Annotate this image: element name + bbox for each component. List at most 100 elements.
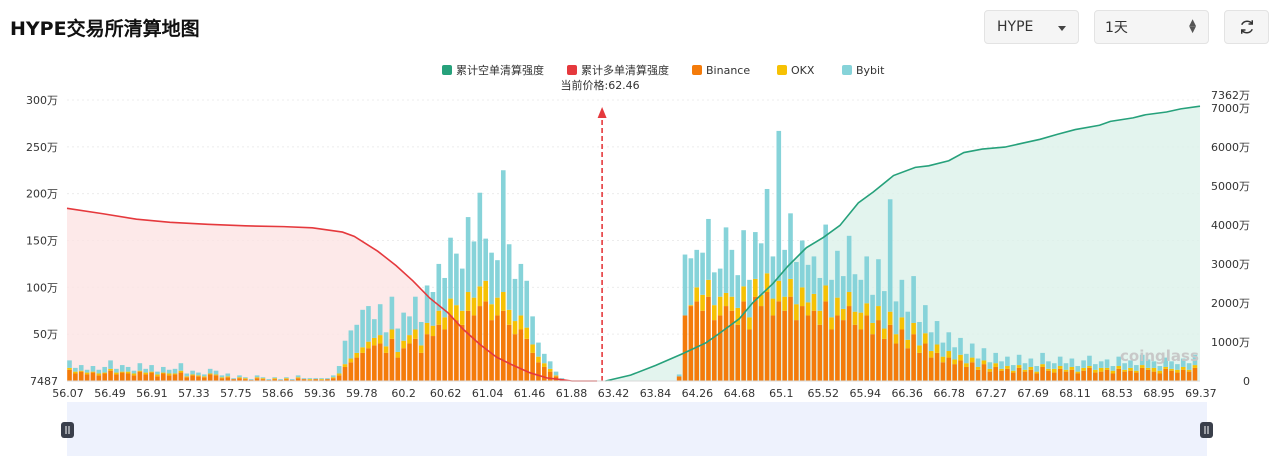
bar-binance	[383, 352, 389, 381]
refresh-icon	[1240, 20, 1253, 34]
bar-binance	[360, 352, 365, 381]
refresh-button[interactable]	[1224, 10, 1269, 44]
bar-okx	[161, 372, 166, 374]
bar-okx	[360, 347, 365, 353]
bar-bybit	[1087, 355, 1092, 367]
legend-item: OKX	[791, 64, 815, 77]
bar-okx	[987, 368, 993, 372]
bar-binance	[495, 315, 500, 381]
bar-bybit	[348, 330, 354, 359]
cumulative-lines	[66, 105, 1201, 382]
bar-binance	[829, 329, 834, 381]
bar-okx	[1157, 370, 1163, 374]
bar-bybit	[923, 305, 928, 334]
bar-bybit	[1069, 358, 1075, 367]
bar-binance	[682, 315, 688, 381]
bar-binance	[73, 373, 78, 381]
bar-okx	[102, 372, 107, 374]
bar-binance	[758, 306, 764, 381]
bar-bybit	[190, 370, 195, 375]
bar-bybit	[735, 275, 741, 308]
bar-okx	[524, 327, 530, 339]
bar-bybit	[131, 370, 137, 374]
long-cumulative-area	[67, 208, 598, 381]
bar-okx	[542, 363, 547, 367]
bar-okx	[729, 296, 735, 311]
bar-bybit	[219, 375, 225, 378]
bar-bybit	[430, 292, 436, 326]
bar-binance	[459, 324, 465, 381]
bar-binance	[688, 306, 694, 381]
bar-binance	[899, 329, 905, 381]
range-slider-track[interactable]	[67, 402, 1207, 456]
bar-okx	[905, 339, 911, 349]
bar-bybit	[372, 319, 377, 338]
y-axis-right: 0 1000万 2000万 3000万 4000万 5000万 6000万 7000万7362…	[1211, 89, 1250, 388]
bar-okx	[1028, 366, 1034, 370]
bar-binance	[178, 372, 184, 381]
bar-okx	[911, 322, 916, 335]
bar-bybit	[465, 217, 471, 293]
bar-bybit	[489, 252, 494, 305]
bar-okx	[196, 375, 201, 377]
bar-binance	[981, 364, 987, 381]
bar-okx	[78, 370, 84, 372]
bar-okx	[84, 372, 90, 375]
bar-okx	[155, 374, 160, 377]
bar-okx	[1005, 366, 1010, 369]
x-tick-label: 68.53	[1101, 387, 1133, 400]
bar-okx	[90, 371, 96, 373]
bar-bybit	[225, 373, 231, 377]
bar-binance	[870, 334, 875, 381]
bar-bybit	[542, 353, 547, 364]
bar-binance	[799, 306, 805, 381]
symbol-select[interactable]: HYPE	[984, 10, 1079, 44]
bar-okx	[1075, 371, 1081, 374]
bar-binance	[325, 379, 330, 381]
bar-bybit	[172, 368, 178, 374]
bar-okx	[934, 344, 940, 353]
bar-bybit	[342, 340, 348, 365]
bar-bybit	[108, 360, 113, 369]
bar-bybit	[102, 366, 107, 373]
current-price-label: 当前价格:62.46	[560, 78, 639, 92]
bar-okx	[794, 304, 799, 321]
legend-item: 累计空单清算强度	[456, 63, 544, 77]
bar-okx	[512, 321, 518, 335]
bar-binance	[1139, 367, 1145, 381]
bar-binance	[155, 376, 160, 381]
bar-binance	[747, 329, 752, 381]
page-title: HYPE交易所清算地图	[10, 18, 200, 40]
bar-bybit	[1110, 366, 1116, 371]
bar-binance	[1075, 373, 1081, 381]
bar-bybit	[952, 347, 957, 360]
bar-bybit	[829, 279, 834, 318]
bar-binance	[67, 369, 72, 381]
bar-bybit	[518, 263, 524, 316]
bar-okx	[1098, 367, 1104, 372]
bar-bybit	[1075, 366, 1081, 372]
bar-binance	[313, 379, 319, 381]
bar-okx	[776, 280, 782, 302]
range-slider[interactable]	[61, 402, 1213, 456]
bar-binance	[366, 348, 371, 381]
bar-binance	[987, 371, 993, 381]
bar-binance	[512, 334, 518, 381]
range-slider-right-handle[interactable]	[1200, 422, 1213, 438]
bar-bybit	[1175, 364, 1180, 370]
bar-okx	[418, 345, 424, 353]
bar-okx	[788, 278, 793, 297]
bar-okx	[1034, 371, 1040, 374]
bar-okx	[172, 373, 178, 375]
bar-binance	[905, 348, 911, 381]
time-range-select[interactable]: 1天 ▲ ▼	[1094, 10, 1209, 44]
bar-okx	[219, 377, 225, 379]
bar-binance	[1010, 372, 1016, 381]
range-slider-left-handle[interactable]	[61, 422, 74, 438]
bar-binance	[430, 336, 436, 381]
bar-okx	[753, 278, 758, 297]
bar-binance	[389, 338, 395, 381]
bar-binance	[1110, 373, 1116, 381]
bar-bybit	[1122, 363, 1127, 370]
bar-bybit	[418, 321, 424, 346]
